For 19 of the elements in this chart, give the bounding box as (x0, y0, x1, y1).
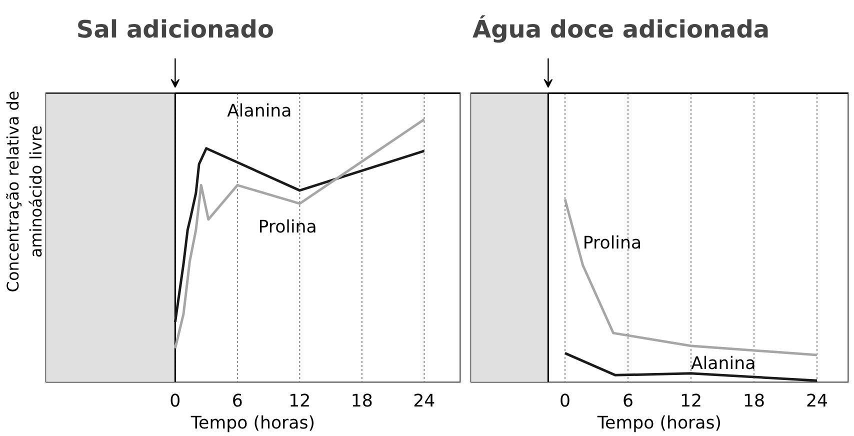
y-axis-title: Concentração relativa de aminoácido livre (4, 90, 46, 292)
x-tick-label: 24 (413, 392, 436, 412)
x-tick-label: 24 (806, 392, 828, 412)
x-tick-label: 0 (170, 392, 181, 412)
x-tick-label: 6 (622, 392, 634, 412)
x-tick-label: 0 (559, 392, 571, 412)
chart-title: Sal adicionado (76, 15, 274, 44)
x-tick-label: 12 (288, 392, 311, 412)
x-tick-label: 18 (350, 392, 373, 412)
series-label: Alanina (691, 354, 756, 374)
x-tick-label: 6 (232, 392, 243, 412)
series-label: Alanina (227, 102, 292, 122)
series-label: Prolina (258, 217, 317, 238)
chart-title: Água doce adicionada (472, 14, 770, 44)
x-tick-label: 18 (742, 392, 766, 412)
x-axis-title: Tempo (horas) (596, 414, 722, 434)
x-tick-label: 12 (680, 392, 702, 412)
x-axis-title: Tempo (horas) (190, 414, 316, 434)
series-label: Prolina (582, 233, 642, 254)
